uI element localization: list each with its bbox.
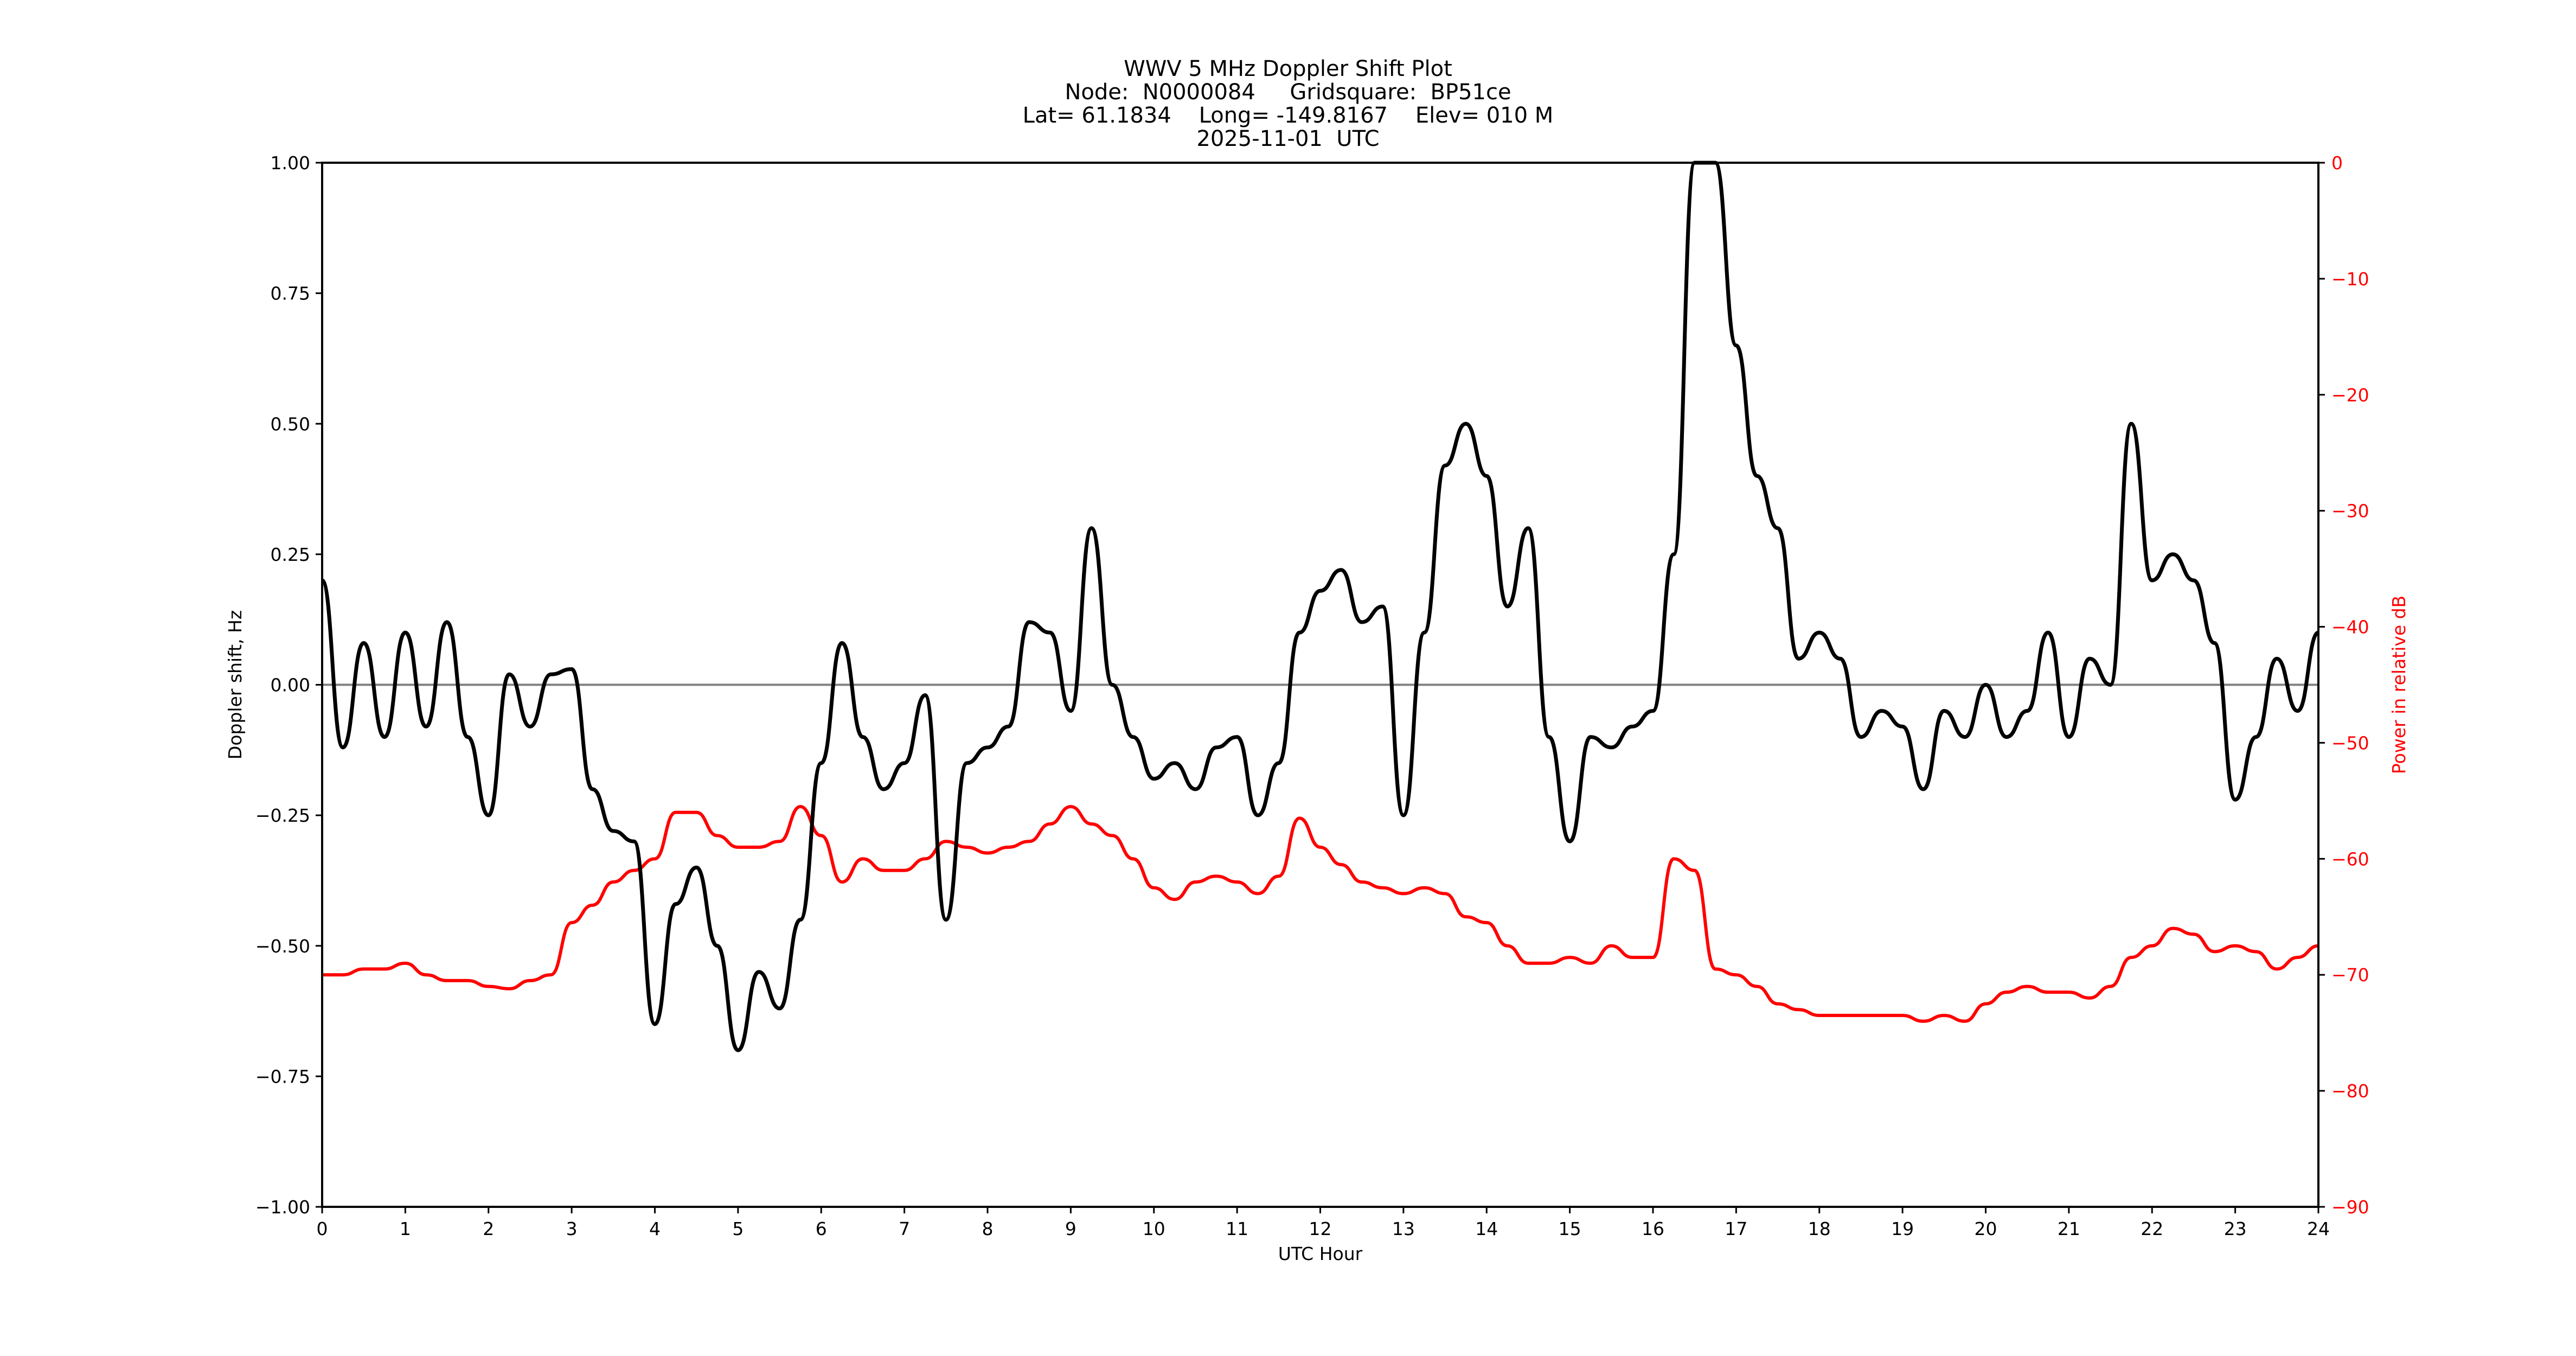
- y-tick-label: 0.25: [271, 544, 310, 565]
- y2-tick-label: −60: [2331, 848, 2369, 869]
- x-tick-label: 23: [2224, 1218, 2247, 1239]
- x-tick-label: 9: [1065, 1218, 1076, 1239]
- y-tick-label: −1.00: [255, 1197, 310, 1218]
- y-tick-label: −0.75: [255, 1066, 310, 1087]
- doppler-series-line: [320, 161, 2319, 1052]
- x-tick-label: 4: [649, 1218, 661, 1239]
- right-y-axis-ticks: 0 −10 −20 −30 −40 −50 −60 −70 −80 −90: [2318, 152, 2369, 1218]
- power-series-line: [322, 805, 2319, 1023]
- x-tick-label: 14: [1475, 1218, 1498, 1239]
- x-tick-label: 1: [400, 1218, 411, 1239]
- x-tick-label: 6: [816, 1218, 827, 1239]
- y-tick-label: −0.50: [255, 936, 310, 957]
- x-tick-label: 13: [1392, 1218, 1415, 1239]
- y-tick-label: 0.00: [271, 675, 310, 696]
- y2-tick-label: −50: [2331, 732, 2369, 753]
- x-tick-label: 10: [1143, 1218, 1165, 1239]
- y2-tick-label: −90: [2331, 1197, 2369, 1218]
- x-tick-label: 18: [1808, 1218, 1831, 1239]
- y2-tick-label: −20: [2331, 385, 2369, 406]
- x-tick-label: 11: [1226, 1218, 1248, 1239]
- x-tick-label: 8: [982, 1218, 994, 1239]
- y2-tick-label: −40: [2331, 617, 2369, 638]
- right-y-axis-label: Power in relative dB: [2388, 596, 2410, 774]
- title-line-2: Node: N0000084 Gridsquare: BP51ce: [1065, 80, 1511, 105]
- y2-tick-label: 0: [2331, 152, 2343, 174]
- y2-tick-label: −70: [2331, 964, 2369, 986]
- x-tick-label: 15: [1559, 1218, 1581, 1239]
- x-tick-label: 7: [899, 1218, 910, 1239]
- y-tick-label: −0.25: [255, 805, 310, 826]
- title-line-4: 2025-11-01 UTC: [1196, 126, 1380, 151]
- y-tick-label: 1.00: [271, 152, 310, 174]
- x-tick-label: 22: [2141, 1218, 2163, 1239]
- x-tick-label: 20: [1975, 1218, 1997, 1239]
- x-tick-label: 0: [317, 1218, 328, 1239]
- x-tick-label: 21: [2058, 1218, 2080, 1239]
- plot-area: [320, 161, 2319, 1052]
- x-axis-label: UTC Hour: [1278, 1243, 1363, 1264]
- left-y-axis-label: Doppler shift, Hz: [225, 610, 246, 759]
- title-line-1: WWV 5 MHz Doppler Shift Plot: [1124, 56, 1452, 81]
- x-tick-label: 24: [2307, 1218, 2330, 1239]
- x-axis-ticks: 0 1 2 3 4 5 6 7 8 9 10 11 12 13 14 15 16 17 18 19 20 21 22 23 24: [317, 1207, 2330, 1239]
- x-tick-label: 19: [1891, 1218, 1914, 1239]
- x-tick-label: 3: [566, 1218, 578, 1239]
- y-tick-label: 0.75: [271, 283, 310, 304]
- y2-tick-label: −30: [2331, 501, 2369, 522]
- x-tick-label: 16: [1642, 1218, 1664, 1239]
- x-tick-label: 17: [1725, 1218, 1747, 1239]
- left-y-axis-ticks: 1.00 0.75 0.50 0.25 0.00 −0.25 −0.50 −0.75 −1.00: [255, 152, 322, 1218]
- title-line-3: Lat= 61.1834 Long= -149.8167 Elev= 010 M: [1022, 103, 1554, 128]
- y2-tick-label: −10: [2331, 268, 2369, 290]
- y2-tick-label: −80: [2331, 1080, 2369, 1102]
- x-tick-label: 5: [732, 1218, 744, 1239]
- x-tick-label: 2: [483, 1218, 494, 1239]
- x-tick-label: 12: [1309, 1218, 1332, 1239]
- y-tick-label: 0.50: [271, 413, 310, 434]
